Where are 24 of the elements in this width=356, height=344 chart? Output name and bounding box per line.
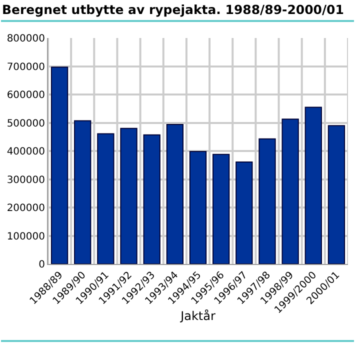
bar xyxy=(74,120,92,264)
bar xyxy=(328,125,346,264)
bar xyxy=(282,118,299,264)
y-tick-label: 300000 xyxy=(6,174,45,186)
y-tick-label: 600000 xyxy=(6,90,45,101)
y-tick-label: 800000 xyxy=(6,34,45,44)
y-tick-label: 0 xyxy=(38,260,45,270)
bar xyxy=(189,151,207,264)
bar xyxy=(120,128,138,264)
y-tick-label: 700000 xyxy=(6,62,45,73)
y-tick-label: 200000 xyxy=(6,203,45,214)
bar xyxy=(166,124,184,264)
x-axis-title: Jaktår xyxy=(180,309,216,324)
bar xyxy=(97,133,114,264)
bar xyxy=(304,106,322,264)
y-tick-label: 100000 xyxy=(6,231,45,242)
bar xyxy=(212,154,230,264)
bar xyxy=(50,66,68,264)
bar xyxy=(236,162,253,264)
y-tick-label: 500000 xyxy=(6,118,45,130)
chart-title: Beregnet utbytte av rypejakta. 1988/89-2000/01 xyxy=(2,2,344,17)
bar xyxy=(143,134,160,264)
y-tick-label: 400000 xyxy=(6,146,45,158)
bar xyxy=(258,138,276,264)
